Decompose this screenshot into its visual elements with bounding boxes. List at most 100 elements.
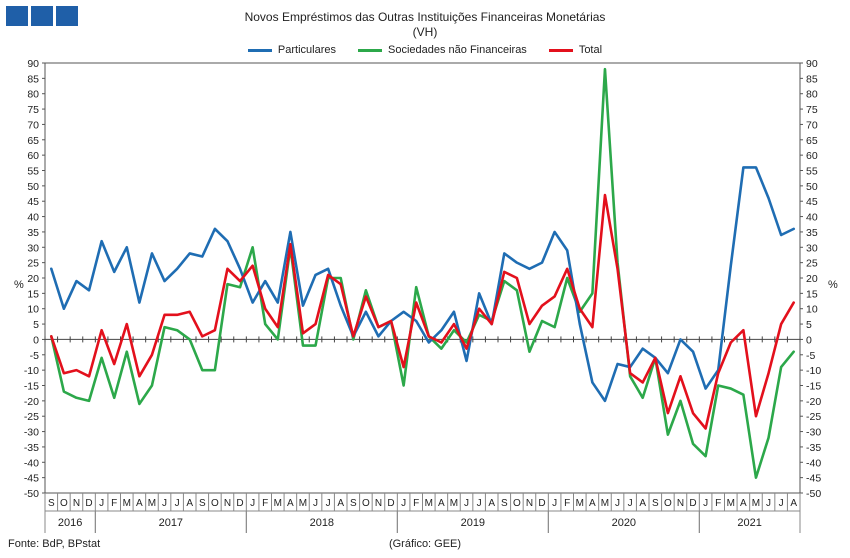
y-tick-label-right: 20 — [806, 273, 818, 285]
y-axis-right: 908580757065605550454035302520151050-5-1… — [800, 58, 821, 500]
x-tick-label-month: M — [450, 498, 458, 509]
y-axis-label-left: % — [14, 279, 24, 291]
y-tick-label-right: 90 — [806, 58, 818, 70]
y-tick-label-right: -50 — [806, 488, 821, 500]
x-tick-label-month: J — [313, 498, 318, 509]
x-tick-label-month: A — [740, 498, 747, 509]
y-tick-label-right: -15 — [806, 381, 821, 393]
legend-label-particulares: Particulares — [277, 44, 336, 56]
source-note: Fonte: BdP, BPstat — [8, 538, 101, 550]
y-axis-left: 908580757065605550454035302520151050-5-1… — [24, 58, 45, 500]
x-tick-label-month: D — [689, 498, 696, 509]
x-tick-label-month: D — [538, 498, 545, 509]
y-tick-label-right: 75 — [806, 104, 818, 116]
y-tick-label-left: 35 — [27, 227, 39, 239]
x-tick-label-month: J — [615, 498, 620, 509]
x-tick-label-month: A — [639, 498, 646, 509]
y-tick-label-left: 15 — [27, 288, 39, 300]
y-tick-label-right: 70 — [806, 119, 818, 131]
y-tick-label-left: 65 — [27, 135, 39, 147]
x-tick-label-month: A — [488, 498, 495, 509]
y-tick-label-left: 20 — [27, 273, 39, 285]
x-tick-label-month: J — [703, 498, 708, 509]
x-tick-label-month: D — [387, 498, 394, 509]
y-tick-label-right: 60 — [806, 150, 818, 162]
gee-logo — [6, 6, 78, 26]
chart-series — [49, 67, 796, 479]
y-tick-label-right: 15 — [806, 288, 818, 300]
x-tick-label-month: A — [589, 498, 596, 509]
legend-item-total: Total — [548, 44, 603, 56]
y-tick-label-left: 75 — [27, 104, 39, 116]
x-tick-label-month: N — [677, 498, 684, 509]
y-tick-label-left: -45 — [24, 473, 39, 485]
x-tick-label-month: M — [148, 498, 156, 509]
series-total-line — [49, 193, 796, 430]
y-tick-label-right: 10 — [806, 304, 818, 316]
y-tick-label-left: 55 — [27, 166, 39, 178]
legend-label-total: Total — [578, 44, 603, 56]
x-tick-label-year: 2018 — [310, 517, 334, 529]
x-tick-label-month: M — [274, 498, 282, 509]
x-tick-label-month: O — [211, 498, 219, 509]
y-tick-label-right: -30 — [806, 427, 821, 439]
y-tick-label-left: 25 — [27, 258, 39, 270]
y-tick-label-left: 40 — [27, 212, 39, 224]
x-tick-label-month: M — [299, 498, 307, 509]
y-tick-label-left: 45 — [27, 196, 39, 208]
logo-block — [56, 6, 78, 26]
x-tick-label-month: J — [162, 498, 167, 509]
y-tick-label-left: 90 — [27, 58, 39, 70]
y-tick-label-left: -15 — [24, 381, 39, 393]
x-tick-label-month: S — [652, 498, 659, 509]
y-tick-label-left: 0 — [33, 334, 39, 346]
x-tick-label-month: D — [236, 498, 243, 509]
y-tick-label-left: 85 — [27, 73, 39, 85]
x-tick-label-month: F — [715, 498, 721, 509]
y-tick-label-right: 85 — [806, 73, 818, 85]
x-tick-label-month: N — [224, 498, 231, 509]
legend-item-sociedades: Sociedades não Financeiras — [358, 44, 527, 56]
x-tick-label-month: O — [664, 498, 672, 509]
x-tick-label-month: A — [438, 498, 445, 509]
y-tick-label-left: -20 — [24, 396, 39, 408]
x-tick-label-month: J — [326, 498, 331, 509]
y-tick-label-right: -45 — [806, 473, 821, 485]
x-tick-label-month: N — [375, 498, 382, 509]
legend-swatch-particulares — [247, 48, 272, 52]
chart-title: Novos Empréstimos das Outras Instituiçõe… — [244, 10, 606, 24]
y-tick-label-left: 50 — [27, 181, 39, 193]
logo-block — [31, 6, 53, 26]
x-tick-label-month: M — [576, 498, 584, 509]
y-tick-label-left: 80 — [27, 89, 39, 101]
x-tick-label-month: N — [526, 498, 533, 509]
x-tick-label-month: O — [362, 498, 370, 509]
x-tick-label-month: O — [513, 498, 521, 509]
y-tick-label-right: 40 — [806, 212, 818, 224]
y-tick-label-right: 35 — [806, 227, 818, 239]
x-tick-label-month: M — [727, 498, 735, 509]
x-tick-label-month: J — [628, 498, 633, 509]
y-tick-label-left: 5 — [33, 319, 39, 331]
x-tick-label-month: A — [287, 498, 294, 509]
x-tick-label-month: F — [111, 498, 117, 509]
x-tick-label-month: J — [477, 498, 482, 509]
x-tick-label-month: O — [60, 498, 68, 509]
y-tick-label-right: 65 — [806, 135, 818, 147]
x-tick-label-month: N — [73, 498, 80, 509]
x-tick-label-month: J — [250, 498, 255, 509]
y-tick-label-right: -40 — [806, 457, 821, 469]
y-tick-label-right: -25 — [806, 411, 821, 423]
chart-legend: Particulares Sociedades não Financeiras … — [0, 44, 850, 56]
y-axis-label-right: % — [828, 279, 838, 291]
y-tick-label-right: -5 — [806, 350, 815, 362]
y-tick-label-left: -10 — [24, 365, 39, 377]
x-tick-label-month: A — [186, 498, 193, 509]
x-tick-label-month: A — [337, 498, 344, 509]
y-tick-label-right: -35 — [806, 442, 821, 454]
y-tick-label-left: 30 — [27, 242, 39, 254]
x-tick-label-month: D — [85, 498, 92, 509]
x-tick-label-month: S — [350, 498, 357, 509]
